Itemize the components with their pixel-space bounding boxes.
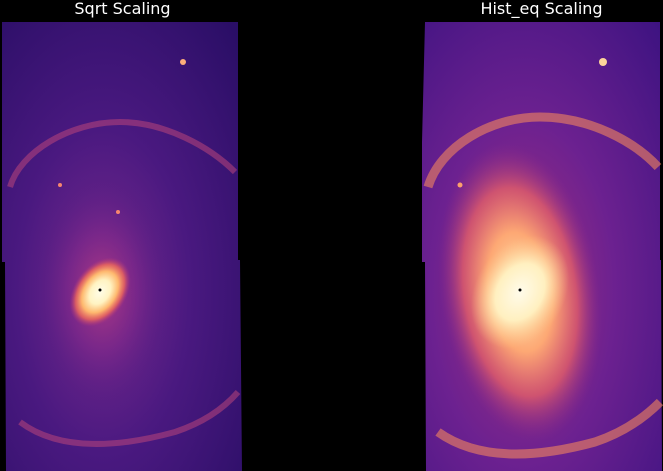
galaxy-image-hist-eq: [420, 22, 663, 471]
galaxy-image-sqrt-svg: [2, 22, 242, 471]
panel-sqrt: Sqrt Scaling: [0, 0, 245, 471]
panel-hist-eq: Hist_eq Scaling: [420, 0, 663, 471]
nucleus-dot: [518, 288, 522, 292]
galaxy-image-hist-eq-svg: [422, 22, 663, 471]
spiral-arm-bottom: [18, 390, 241, 447]
galaxy-core: [69, 257, 131, 327]
panel-title-hist-eq: Hist_eq Scaling: [480, 0, 603, 18]
star: [599, 58, 607, 66]
galaxy-image-sqrt: [0, 22, 245, 471]
star: [457, 182, 463, 188]
star: [58, 183, 62, 187]
star: [180, 59, 186, 65]
spiral-arm-bottom: [435, 398, 663, 459]
nucleus-dot: [98, 288, 102, 292]
spiral-arm-top: [423, 112, 662, 189]
galaxy-core: [470, 235, 570, 349]
star: [116, 210, 120, 214]
panel-title-sqrt: Sqrt Scaling: [74, 0, 171, 18]
spiral-arm-top: [7, 118, 238, 188]
